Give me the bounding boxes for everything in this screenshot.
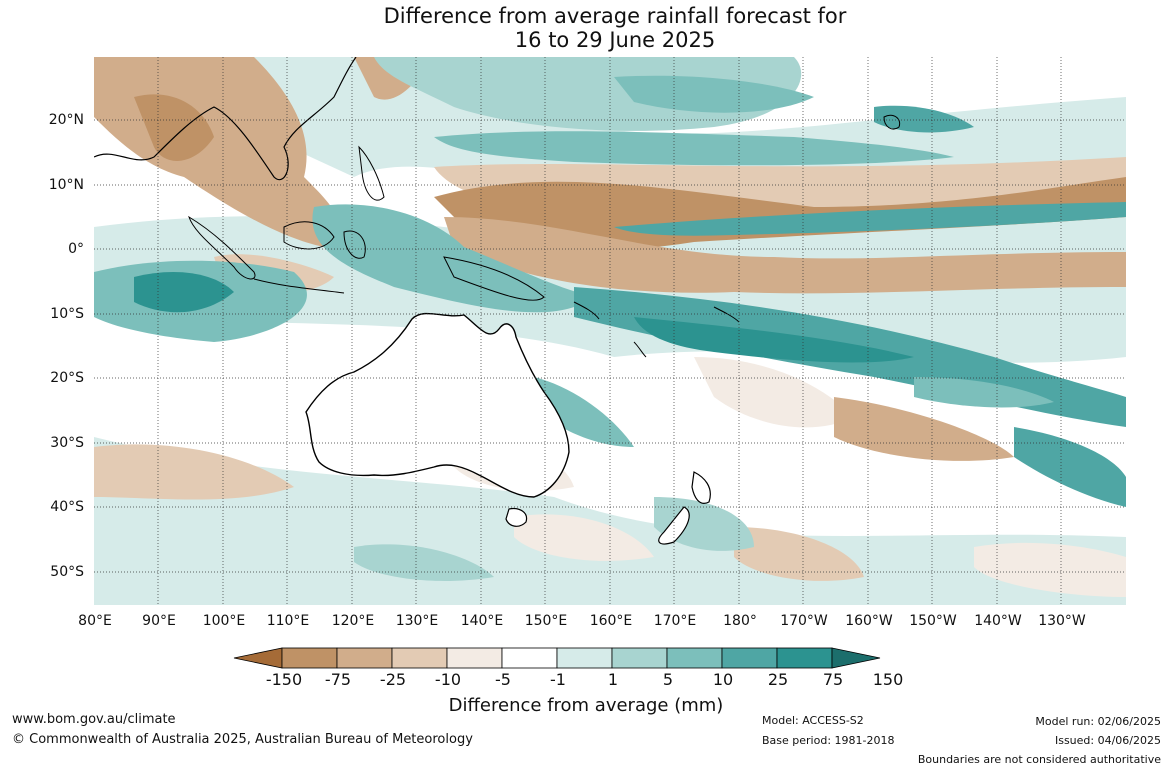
legend-segment bbox=[281, 647, 338, 669]
map-canvas bbox=[94, 57, 1126, 605]
lat-label-40s: 40°S bbox=[50, 499, 84, 515]
island-outlines bbox=[188, 114, 901, 358]
legend-colorbar bbox=[233, 647, 881, 669]
footer-issued: Issued: 04/06/2025 bbox=[1054, 734, 1161, 747]
lon-label-130w: 130°W bbox=[1038, 613, 1086, 629]
lat-label-20n: 20°N bbox=[48, 112, 84, 128]
graticule bbox=[94, 57, 1126, 605]
lon-label-180: 180° bbox=[723, 613, 757, 629]
legend-tick-3: -25 bbox=[379, 670, 407, 689]
title-line-2: 16 to 29 June 2025 bbox=[514, 28, 716, 52]
legend-title: Difference from average (mm) bbox=[448, 695, 724, 716]
lon-label-170e: 170°E bbox=[653, 613, 697, 629]
lon-label-110e: 110°E bbox=[266, 613, 310, 629]
legend-tick-11: 75 bbox=[822, 670, 844, 689]
new-zealand-outline bbox=[658, 471, 711, 545]
legend-tick-4: -10 bbox=[434, 670, 462, 689]
legend-segment bbox=[666, 647, 723, 669]
lon-label-80e: 80°E bbox=[78, 613, 112, 629]
legend-tick-7: 1 bbox=[607, 670, 619, 689]
footer-copyright: © Commonwealth of Australia 2025, Austra… bbox=[12, 732, 473, 747]
lat-label-20s: 20°S bbox=[50, 370, 84, 386]
tasmania-outline bbox=[505, 507, 528, 527]
legend-tick-12: 150 bbox=[872, 670, 904, 689]
legend-segment bbox=[556, 647, 613, 669]
footer-base-period: Base period: 1981-2018 bbox=[762, 734, 895, 747]
footer-model-run: Model run: 02/06/2025 bbox=[1035, 715, 1161, 728]
footer-disclaimer: Boundaries are not considered authoritat… bbox=[917, 753, 1161, 766]
lon-label-160e: 160°E bbox=[589, 613, 633, 629]
legend-segment bbox=[501, 647, 558, 669]
map-title: Difference from average rainfall forecas… bbox=[0, 4, 1173, 52]
lon-label-140e: 140°E bbox=[460, 613, 504, 629]
lon-label-150e: 150°E bbox=[524, 613, 568, 629]
lat-label-50s: 50°S bbox=[50, 564, 84, 580]
lat-label-10n: 10°N bbox=[48, 177, 84, 193]
title-line-1: Difference from average rainfall forecas… bbox=[383, 4, 847, 28]
legend-segment bbox=[721, 647, 778, 669]
lon-label-90e: 90°E bbox=[142, 613, 176, 629]
legend-segment bbox=[336, 647, 393, 669]
lon-label-100e: 100°E bbox=[202, 613, 246, 629]
lat-label-30s: 30°S bbox=[50, 435, 84, 451]
footer-site-link[interactable]: www.bom.gov.au/climate bbox=[12, 712, 176, 727]
australia-outline bbox=[305, 312, 570, 498]
legend-tick-2: -75 bbox=[324, 670, 352, 689]
legend-segment bbox=[391, 647, 448, 669]
legend-tick-10: 25 bbox=[767, 670, 789, 689]
legend-tick-5: -5 bbox=[495, 670, 511, 689]
legend-tick-6: -1 bbox=[550, 670, 566, 689]
lat-label-0: 0° bbox=[68, 241, 84, 257]
lon-label-120e: 120°E bbox=[331, 613, 375, 629]
legend-tick-9: 10 bbox=[712, 670, 734, 689]
lon-label-150w: 150°W bbox=[909, 613, 957, 629]
lon-label-160w: 160°W bbox=[845, 613, 893, 629]
legend-segments bbox=[233, 647, 881, 669]
footer-model: Model: ACCESS-S2 bbox=[762, 714, 864, 727]
legend-segment bbox=[776, 647, 833, 669]
lon-label-130e: 130°E bbox=[395, 613, 439, 629]
legend-tick-8: 5 bbox=[662, 670, 674, 689]
legend-segment-upper-extend bbox=[831, 647, 881, 669]
legend-tick-1: -150 bbox=[265, 670, 303, 689]
lon-label-170w: 170°W bbox=[780, 613, 828, 629]
lat-label-10s: 10°S bbox=[50, 306, 84, 322]
lon-label-140w: 140°W bbox=[974, 613, 1022, 629]
legend-segment-lower-extend bbox=[233, 647, 283, 669]
legend-segment bbox=[446, 647, 503, 669]
legend-segment bbox=[611, 647, 668, 669]
asia-coastline bbox=[94, 57, 357, 181]
rainfall-map bbox=[94, 57, 1126, 605]
